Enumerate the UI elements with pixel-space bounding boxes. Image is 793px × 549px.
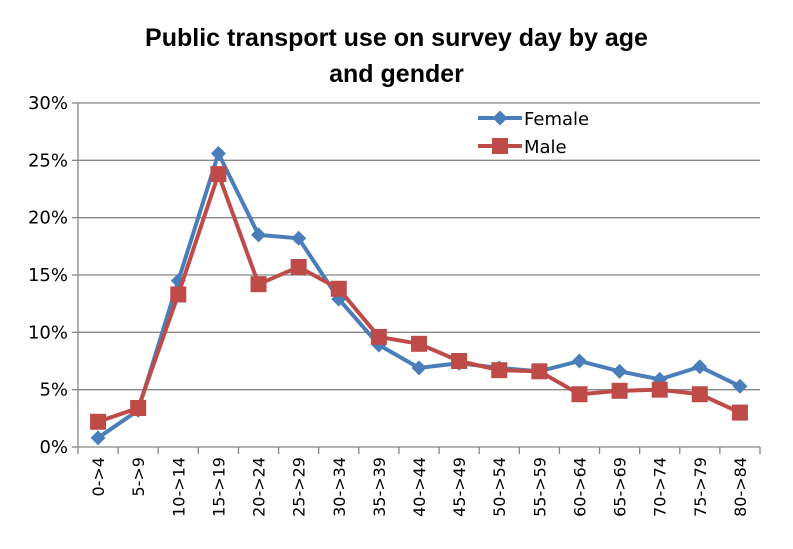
y-tick-label: 5% (39, 380, 68, 401)
data-point-male (411, 335, 427, 352)
legend-label: Male (524, 137, 567, 158)
x-tick-label: 65->69 (611, 457, 630, 517)
x-tick-label: 70->74 (651, 457, 670, 517)
series-line-male (97, 172, 741, 424)
data-point-female (692, 359, 708, 375)
x-tick-label: 40->44 (410, 457, 429, 517)
legend: Female Male (478, 109, 589, 158)
chart-title: Public transport use on survey day by ag… (0, 20, 793, 92)
x-tick-label: 60->64 (570, 457, 589, 517)
data-point-male (571, 386, 588, 403)
x-tick-label: 20->24 (250, 457, 269, 517)
data-point-male (210, 166, 227, 183)
y-tick-label: 20% (28, 208, 68, 229)
data-point-male (531, 363, 548, 380)
y-axis-tick-labels: 0% 5% 10% 15% 20% 25% 30% (28, 93, 68, 458)
data-point-male (611, 382, 628, 399)
x-tick-label: 75->79 (691, 457, 710, 517)
data-point-male (170, 286, 187, 303)
series-female (90, 145, 748, 446)
data-point-male (691, 386, 708, 403)
series (90, 145, 748, 446)
data-point-female (291, 230, 307, 246)
data-point-female (210, 145, 226, 161)
x-tick-label: 50->54 (490, 457, 509, 517)
data-point-female (251, 227, 267, 243)
x-tick-label: 35->39 (370, 457, 389, 517)
data-point-male (451, 353, 468, 369)
chart-title-line-1: Public transport use on survey day by ag… (145, 24, 648, 52)
data-point-male (130, 400, 147, 417)
y-tick-label: 25% (28, 150, 68, 171)
legend-marker-female (492, 110, 508, 126)
y-tick-label: 30% (28, 93, 68, 114)
legend-label: Female (524, 109, 589, 130)
data-point-female (732, 378, 748, 394)
gridlines (78, 102, 760, 391)
data-point-female (90, 430, 106, 446)
x-tick-label: 80->84 (731, 457, 750, 517)
data-point-male (290, 258, 307, 275)
x-tick-label: 30->34 (330, 457, 349, 517)
data-point-male (370, 328, 387, 345)
data-point-male (491, 362, 508, 379)
data-point-male (731, 404, 748, 421)
x-axis-tick-labels: 0->4 5->9 10->14 15->19 20->24 25->29 30->34 35… (89, 457, 750, 517)
axes (72, 102, 761, 454)
x-tick-label: 10->14 (169, 457, 188, 517)
data-point-male (330, 280, 347, 297)
x-tick-label: 15->19 (209, 457, 228, 517)
series-line-female (96, 151, 741, 440)
legend-marker-male (492, 138, 508, 154)
series-male (90, 166, 748, 430)
y-tick-label: 15% (28, 265, 68, 286)
data-point-male (651, 381, 668, 398)
data-point-female (571, 353, 587, 369)
data-point-male (250, 276, 267, 293)
y-tick-label: 0% (39, 437, 68, 458)
data-point-female (411, 360, 427, 376)
x-tick-label: 45->49 (450, 457, 469, 517)
y-tick-label: 10% (28, 322, 68, 343)
data-point-male (90, 413, 107, 430)
data-point-female (612, 363, 628, 379)
chart-title-line-2: and gender (329, 60, 464, 88)
x-tick-label: 0->4 (89, 457, 108, 497)
legend-item-male: Male (478, 137, 567, 158)
legend-item-female: Female (478, 109, 589, 130)
x-tick-label: 55->59 (530, 457, 549, 517)
x-tick-label: 25->29 (290, 457, 309, 517)
x-tick-label: 5->9 (129, 457, 148, 497)
